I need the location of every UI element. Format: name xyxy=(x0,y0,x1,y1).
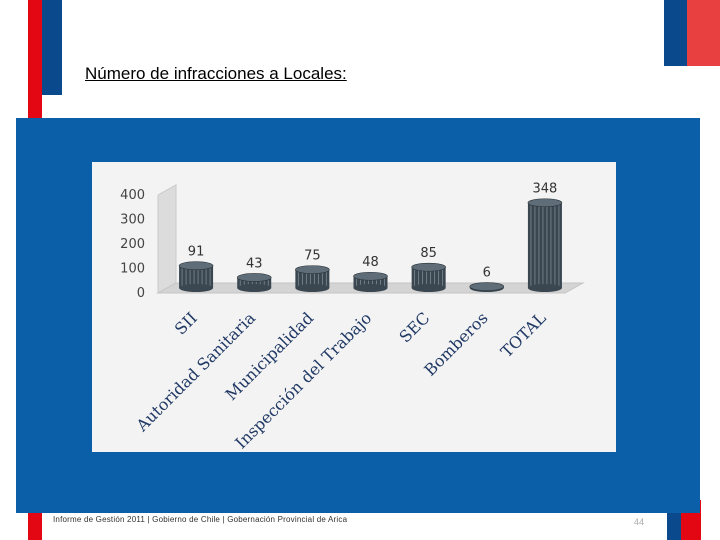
flag-blue-block xyxy=(664,0,687,66)
data-label: 91 xyxy=(188,245,205,260)
bar-base xyxy=(237,284,272,292)
bar-top xyxy=(295,265,330,274)
x-tick-label: SEC xyxy=(395,308,433,346)
bar-body xyxy=(353,276,388,288)
data-label: 6 xyxy=(483,266,491,281)
x-tick-label: Bomberos xyxy=(420,308,491,379)
bar-base xyxy=(295,284,330,292)
page-title: Número de infracciones a Locales: xyxy=(85,64,347,83)
x-tick-label: TOTAL xyxy=(497,308,550,361)
y-tick-label: 0 xyxy=(137,286,145,301)
bar-base xyxy=(353,284,388,292)
y-tick-label: 300 xyxy=(120,213,145,228)
bar xyxy=(178,261,214,292)
bar-body xyxy=(179,265,214,288)
data-label: 348 xyxy=(533,182,558,197)
data-label: 48 xyxy=(362,255,379,270)
flag-red-block xyxy=(687,0,720,66)
bar-body xyxy=(527,202,562,288)
bar-base xyxy=(411,284,446,292)
bar xyxy=(353,271,388,292)
bar-top xyxy=(353,271,388,281)
bar xyxy=(411,262,446,292)
x-tick-label: SII xyxy=(171,308,201,338)
bar-top xyxy=(178,261,214,271)
y-tick-label: 400 xyxy=(120,188,145,203)
bar-body xyxy=(237,277,272,288)
bar xyxy=(527,198,563,292)
bar-base xyxy=(527,284,562,292)
bar xyxy=(295,265,330,292)
y-tick-label: 100 xyxy=(120,262,145,277)
chart-side-wall xyxy=(157,184,177,294)
bar xyxy=(236,273,272,292)
bar-base xyxy=(179,284,214,292)
bar-body xyxy=(411,267,446,288)
data-label: 75 xyxy=(304,249,321,264)
data-label: 85 xyxy=(420,246,437,261)
bar-top xyxy=(469,282,505,291)
bar-top xyxy=(236,273,272,282)
footer-text: Informe de Gestión 2011 | Gobierno de Ch… xyxy=(53,515,348,524)
bar-body xyxy=(295,269,330,288)
left-blue-stripe xyxy=(42,0,62,95)
data-label: 43 xyxy=(246,256,263,271)
y-tick-label: 200 xyxy=(120,237,145,252)
bar-top xyxy=(411,262,446,272)
bar-top xyxy=(527,198,563,208)
page-number: 44 xyxy=(634,517,645,527)
bar xyxy=(469,282,505,292)
